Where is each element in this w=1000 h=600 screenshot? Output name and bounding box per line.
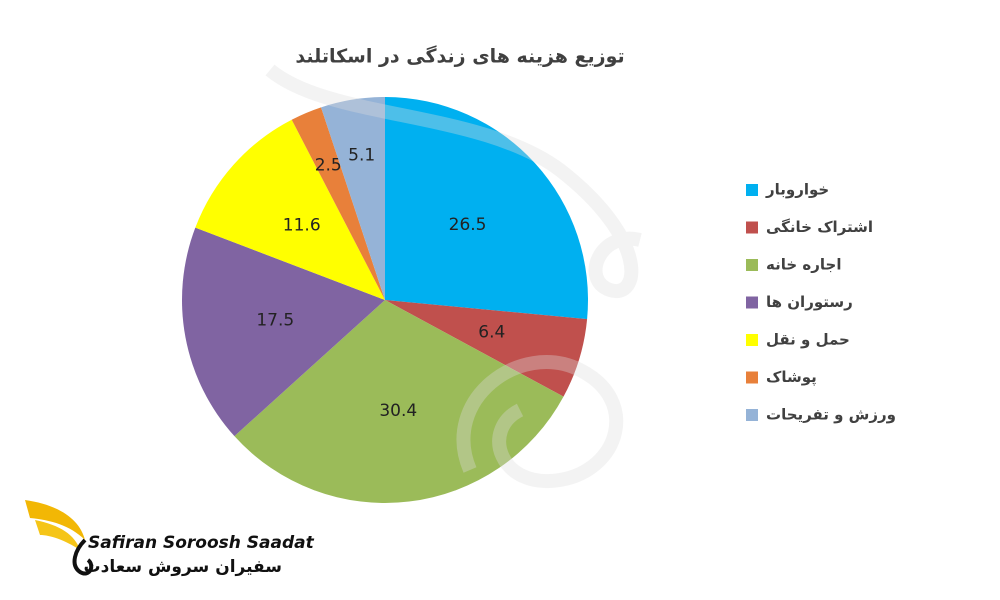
value-label: 5.1 (348, 146, 375, 166)
logo-swirl (72, 538, 94, 576)
legend-label: خواروبار (765, 181, 829, 199)
pie-slice (385, 97, 588, 320)
legend-label: اشتراک خانگی (766, 218, 873, 236)
value-label: 17.5 (256, 311, 294, 331)
logo-wing (25, 500, 85, 540)
legend-label: رستوران ها (766, 293, 853, 311)
pie-slice (181, 227, 385, 437)
value-label: 11.6 (283, 216, 321, 236)
logo-name-fa: سفیران سروش سعادت (84, 557, 282, 577)
value-label: 6.4 (478, 322, 505, 342)
value-label: 30.4 (379, 401, 417, 421)
value-label: 26.5 (449, 215, 487, 235)
pie-slice (291, 107, 385, 300)
logo: Safiran Soroosh Saadat سفیران سروش سعادت (25, 500, 315, 577)
pie-slice (195, 119, 385, 300)
legend-swatch (746, 184, 758, 196)
legend-swatch (746, 334, 758, 346)
pie-slice (234, 300, 564, 503)
legend-swatch (746, 221, 758, 234)
legend-swatch (746, 296, 758, 309)
legend-label: حمل و نقل (766, 331, 850, 349)
legend-label: اجاره خانه (766, 256, 841, 274)
logo-name-en: Safiran Soroosh Saadat (88, 533, 315, 553)
watermark (265, 64, 642, 489)
legend: خواروبار اشتراک خانگی اجاره خانه رستوران ها… (746, 181, 896, 424)
pie-slice (321, 97, 385, 300)
chart-title: توزیع هزینه های زندگی در اسکاتلند (295, 45, 624, 68)
logo-wing (35, 520, 80, 550)
legend-swatch (746, 259, 758, 271)
legend-swatch (746, 409, 758, 421)
legend-label: پوشاک (766, 368, 817, 387)
legend-label: ورزش و تفریحات (766, 406, 896, 424)
pie-slice (385, 300, 588, 397)
pie: 26.5 6.4 30.4 17.5 11.6 2.5 5.1 (181, 97, 588, 503)
legend-swatch (746, 371, 758, 384)
value-label: 2.5 (315, 155, 342, 175)
